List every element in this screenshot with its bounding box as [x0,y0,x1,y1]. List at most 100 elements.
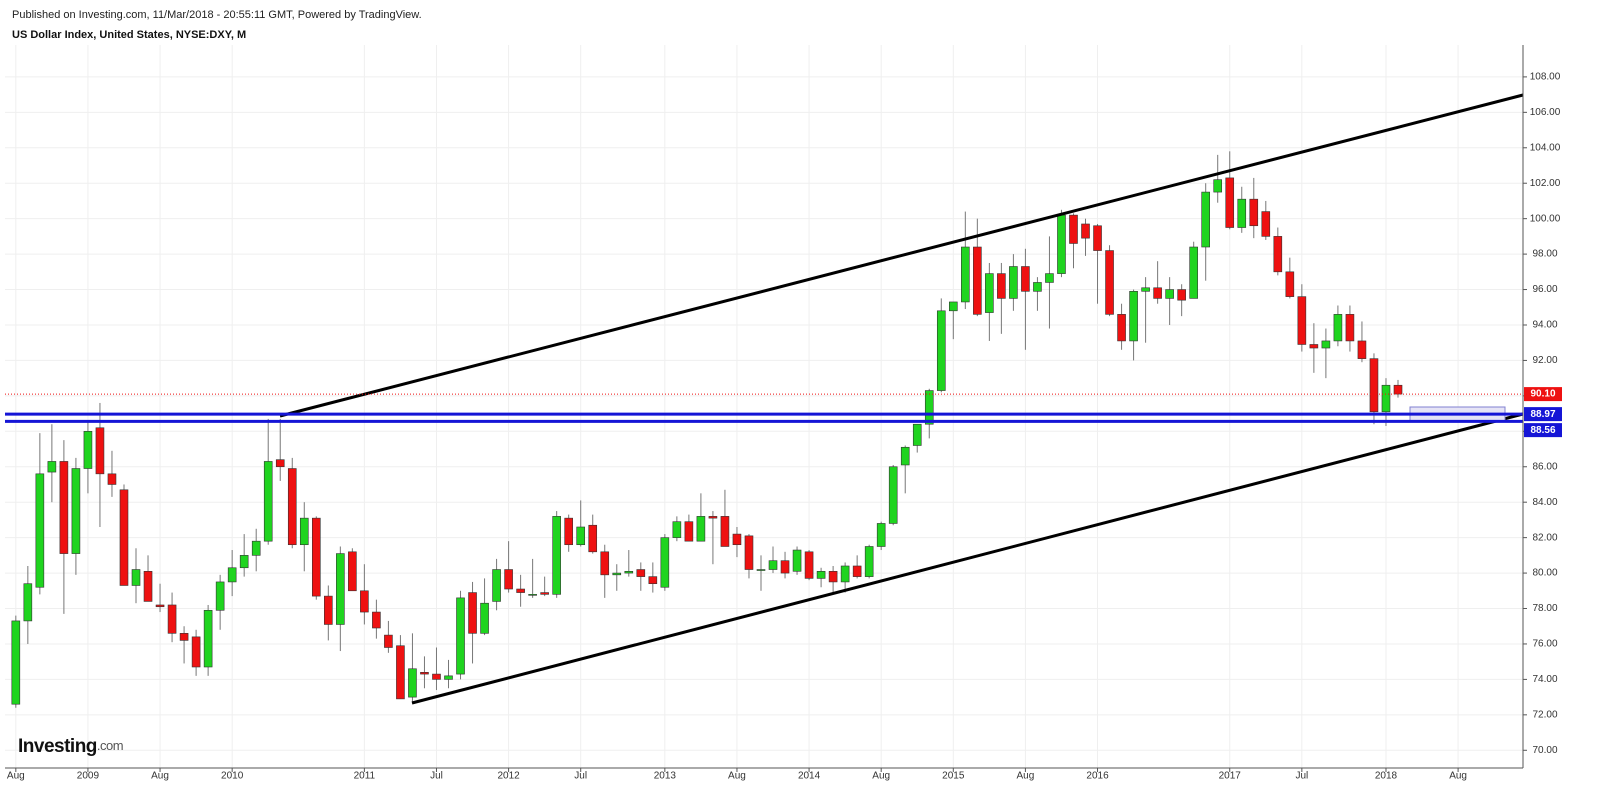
candle-body [732,533,742,546]
x-tick-label: 2013 [654,771,677,782]
candle-body [864,546,874,577]
candle-body [47,461,57,473]
y-tick-label: 72.00 [1532,709,1557,720]
candle-body [1057,214,1066,274]
candle-body [215,581,225,611]
candle-body [299,517,309,546]
candle-body [492,569,501,602]
price-tag [1524,407,1562,422]
candle-body [900,446,910,466]
candle-body [1357,340,1367,359]
x-tick-label: 2011 [354,771,376,782]
candle-body [840,565,850,583]
x-tick-label: Aug [151,771,169,782]
price-tag-label: 90.10 [1530,389,1555,400]
candle-body [948,301,958,312]
y-tick-label: 102.00 [1530,178,1561,189]
candle-body [1129,291,1138,342]
candle-body [756,569,766,571]
logo: Investing.com [18,736,123,757]
candle-body [828,571,838,583]
candle-body [648,576,658,585]
candle-body [888,466,898,524]
candle-body [961,246,970,303]
candle-body [540,592,549,595]
candle-body [936,310,946,391]
candle-body [1261,211,1271,237]
candle-body [1249,198,1259,227]
price-labels: 90.10 88.97 88.56 [5,387,1562,438]
candle-body [576,526,586,546]
y-tick-label: 108.00 [1530,72,1561,83]
candle-body [912,423,922,446]
y-tick-label: 98.00 [1532,249,1557,260]
candle-body [1081,223,1090,239]
candle-body [504,569,513,590]
candle-body [528,594,537,596]
x-tick-label: 2012 [497,771,520,782]
candle-body [768,560,778,570]
candle-body [588,524,598,553]
upper-channel-line [279,93,1524,418]
candle-body [372,611,381,629]
candle-body [1309,344,1319,349]
candle-body [203,609,213,668]
x-tick-label: Aug [1017,771,1035,782]
candle-body [1177,289,1186,301]
candle-body [239,555,249,569]
candle-body [287,468,297,546]
x-tick-label: 2009 [77,771,100,782]
y-tick-label: 80.00 [1532,568,1557,579]
candle-body [816,571,826,579]
price-tag [1524,423,1562,438]
candle-body [275,459,285,468]
y-tick-label: 104.00 [1530,142,1561,153]
candle-body [1297,296,1307,345]
y-tick-label: 96.00 [1532,284,1557,295]
candle-body [131,569,141,586]
candle-body [456,597,465,675]
candle-body [444,675,453,680]
candle-body [564,517,573,546]
candle-body [1345,314,1355,342]
candle-body [1333,314,1343,342]
candle-body [1141,287,1150,292]
candle-body [1165,289,1174,299]
candle-body [1069,214,1078,244]
candle-body [672,521,682,538]
candle-body [155,604,165,608]
x-tick-label: 2015 [942,771,965,782]
candle-body [468,592,477,634]
candle-body [708,516,718,519]
candle-body [336,553,345,625]
x-tick-label: Aug [1449,771,1467,782]
candle-body [1033,282,1042,292]
y-tick-label: 100.00 [1530,213,1561,224]
candle-body [985,273,994,313]
candle-body [311,517,321,597]
y-tick-label: 74.00 [1532,674,1557,685]
x-tick-label: Jul [574,771,587,782]
candle-body [59,461,69,554]
y-tick-label: 70.00 [1532,745,1557,756]
candle-body [71,468,81,554]
candle-body [1213,179,1223,193]
y-tick-label: 106.00 [1530,107,1561,118]
published-note: Published on Investing.com, 11/Mar/2018 … [12,9,422,21]
logo-name: Investing [18,736,97,757]
candle-body [612,572,622,576]
x-tick-label: 2017 [1219,771,1242,782]
candle-body [1321,340,1331,349]
candle-body [432,673,441,680]
candle-body [11,620,21,705]
candle-body [876,523,886,547]
y-tick-label: 94.00 [1532,320,1557,331]
candle-body [1201,191,1210,248]
candle-body [1093,225,1102,251]
candle-body [780,560,790,574]
candle-body [384,634,393,648]
candle-body [804,551,814,579]
candle-body [1009,266,1018,299]
chart-title: US Dollar Index, United States, NYSE:DXY… [12,29,246,41]
x-tick-label: 2014 [798,771,821,782]
